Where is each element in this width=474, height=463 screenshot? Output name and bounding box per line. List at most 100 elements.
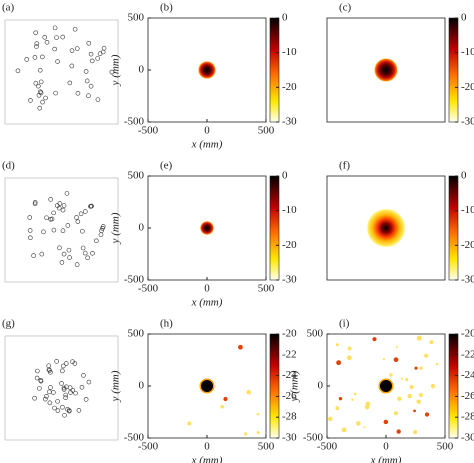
element — [76, 408, 82, 413]
x-tick-label: 0 — [204, 125, 210, 137]
element — [32, 201, 38, 207]
element — [36, 92, 42, 98]
element — [40, 99, 45, 105]
element — [32, 55, 38, 60]
element — [28, 98, 33, 103]
sidelobe — [363, 426, 366, 429]
element — [27, 215, 33, 220]
main-beam — [201, 380, 213, 392]
colorbar-tick-label: -22 — [282, 348, 297, 360]
sidelobe — [382, 358, 385, 361]
sidelobe — [430, 383, 436, 389]
y-axis-label: y (mm) — [110, 212, 122, 244]
colorbar-tick-label: -22 — [461, 348, 474, 360]
array-box — [4, 19, 119, 125]
element — [60, 404, 65, 410]
colorbar-tick-label: 0 — [282, 12, 288, 24]
element — [44, 215, 49, 221]
element — [109, 69, 115, 75]
sidelobe — [347, 346, 352, 351]
colorbar-tick-label: -20 — [461, 328, 474, 340]
y-tick-label: 500 — [128, 328, 145, 340]
x-tick-label: 500 — [437, 441, 454, 453]
y-tick-label: 0 — [139, 380, 145, 392]
element — [65, 223, 71, 228]
y-tick-label: 500 — [307, 328, 324, 340]
sidelobe — [435, 362, 439, 366]
sidelobe — [424, 412, 430, 417]
element — [60, 34, 66, 40]
element — [78, 211, 84, 217]
panel-label: (e) — [160, 160, 173, 172]
element — [99, 228, 104, 233]
sidelobe — [405, 377, 409, 382]
colorbar — [448, 17, 459, 123]
element — [66, 247, 72, 253]
element — [38, 79, 44, 85]
element — [67, 255, 72, 260]
colorbar-tick-label: -20 — [282, 328, 297, 340]
element — [69, 63, 75, 69]
x-tick-label: -500 — [138, 441, 159, 453]
element — [88, 51, 94, 57]
element — [64, 384, 69, 390]
colorbar-tick-label: -10 — [461, 204, 474, 216]
colorbar-tick-label: 0 — [461, 170, 467, 182]
element — [32, 395, 37, 401]
element — [42, 396, 48, 402]
element — [55, 408, 61, 413]
sidelobe — [341, 427, 347, 433]
colorbar — [448, 175, 459, 281]
sidelobe — [416, 335, 422, 341]
panel-label: (i) — [339, 318, 350, 330]
colorbar-tick-label: -30 — [282, 432, 297, 444]
element — [64, 191, 70, 196]
element — [51, 210, 56, 216]
sidelobe — [389, 373, 393, 377]
element — [57, 245, 62, 251]
element — [54, 203, 60, 208]
x-tick-label: 0 — [204, 441, 210, 453]
element — [65, 407, 70, 412]
colorbar-tick-label: -24 — [461, 369, 474, 381]
sidelobe — [400, 377, 404, 380]
element — [51, 227, 57, 233]
element — [37, 386, 42, 391]
element — [47, 389, 52, 395]
element — [90, 250, 95, 256]
colorbar-tick-label: -30 — [461, 274, 474, 286]
colorbar-tick-label: 0 — [282, 170, 288, 182]
colorbar-tick-label: -10 — [282, 204, 297, 216]
sidelobe — [397, 396, 402, 401]
element — [63, 392, 69, 398]
element — [62, 412, 67, 418]
panel-label: (f) — [339, 160, 350, 172]
colorbar — [269, 175, 280, 281]
element — [94, 238, 99, 244]
element — [59, 381, 64, 386]
element — [79, 384, 85, 390]
sidelobe — [409, 385, 414, 390]
element — [67, 80, 73, 86]
element — [34, 375, 40, 381]
colorbar-tick-label: -26 — [282, 390, 297, 402]
sidelobe — [372, 337, 377, 342]
colorbar-tick-label: -28 — [461, 411, 474, 423]
element — [38, 90, 44, 96]
sidelobe — [383, 419, 389, 425]
element — [86, 40, 92, 46]
element — [27, 228, 33, 233]
sidelobe — [418, 392, 424, 398]
panel-label: (h) — [160, 318, 173, 330]
colorbar-tick-label: -20 — [282, 239, 297, 251]
element — [36, 83, 41, 89]
colorbar-tick-label: 0 — [461, 12, 467, 24]
colorbar-tick-label: -20 — [461, 239, 474, 251]
element — [74, 46, 80, 51]
sidelobe — [396, 429, 401, 434]
element — [60, 368, 65, 374]
element — [41, 229, 46, 235]
element — [52, 25, 58, 31]
panel-label: (d) — [2, 160, 15, 172]
element — [75, 90, 81, 96]
